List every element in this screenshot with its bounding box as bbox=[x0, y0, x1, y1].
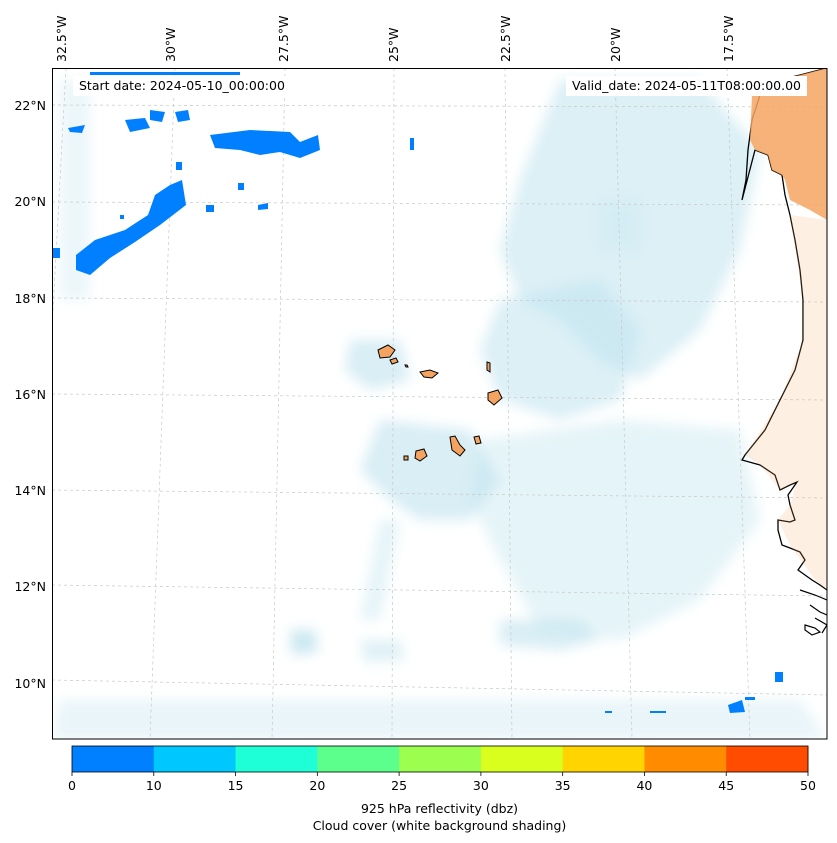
coast-land-faint bbox=[745, 215, 827, 590]
colorbar-cells bbox=[72, 746, 809, 772]
reflectivity-patches bbox=[52, 72, 783, 713]
cloud-cover-shading bbox=[52, 80, 827, 739]
colorbar-tick-label: 40 bbox=[636, 778, 652, 793]
colorbar-cell bbox=[235, 746, 318, 772]
colorbar-tick-label: 10 bbox=[146, 778, 162, 793]
lat-label-22n: 22°N bbox=[14, 98, 46, 113]
lon-label-25w: 25°W bbox=[386, 27, 401, 62]
start-date-label: Start date: 2024-05-10_00:00:00 bbox=[73, 76, 291, 96]
sao-vicente-island bbox=[389, 357, 399, 365]
maio-island bbox=[473, 435, 482, 445]
africa-coastline bbox=[741, 68, 827, 591]
colorbar-tick-label: 35 bbox=[555, 778, 571, 793]
colorbar-sublabel: Cloud cover (white background shading) bbox=[312, 818, 567, 833]
lat-label-12n: 12°N bbox=[14, 579, 46, 594]
lon-label-17-5w: 17.5°W bbox=[721, 16, 736, 62]
colorbar-cell bbox=[153, 746, 237, 772]
colorbar-cell bbox=[317, 746, 400, 772]
lat-label-10n: 10°N bbox=[14, 676, 46, 691]
santo-antao-island bbox=[377, 344, 396, 359]
lon-label-32-5w: 32.5°W bbox=[54, 16, 69, 62]
latitude-labels: 22°N 20°N 18°N 16°N 14°N 12°N 10°N bbox=[14, 98, 46, 691]
colorbar-cell bbox=[644, 746, 727, 772]
sahara-land-shading bbox=[750, 68, 827, 220]
colorbar-tick-label: 0 bbox=[68, 778, 76, 793]
colorbar-cell bbox=[72, 746, 155, 772]
cape-verde-islands bbox=[377, 344, 503, 462]
brava-island bbox=[403, 455, 409, 461]
colorbar-label: 925 hPa reflectivity (dbz) bbox=[360, 801, 519, 816]
sao-nicolau-island bbox=[419, 369, 439, 379]
sal-island bbox=[486, 361, 491, 373]
boa-vista-island bbox=[487, 389, 503, 406]
map-area bbox=[52, 68, 827, 739]
colorbar-tick-label: 30 bbox=[473, 778, 489, 793]
fogo-island bbox=[414, 448, 428, 462]
santa-luzia-island bbox=[404, 364, 409, 368]
coast-detail bbox=[799, 589, 827, 636]
longitude-labels: 32.5°W 30°W 27.5°W 25°W 22.5°W 20°W 17.5… bbox=[54, 16, 736, 62]
colorbar-cell bbox=[480, 746, 564, 772]
colorbar-tick-label: 15 bbox=[228, 778, 244, 793]
colorbar-frame bbox=[71, 745, 809, 773]
colorbar-tick-label: 45 bbox=[718, 778, 734, 793]
colorbar-ticks: 0 10 15 20 25 30 35 40 45 50 bbox=[68, 772, 816, 793]
colorbar-cell bbox=[726, 746, 809, 772]
lat-label-16n: 16°N bbox=[14, 387, 46, 402]
colorbar-cell bbox=[399, 746, 482, 772]
graticule bbox=[52, 68, 827, 739]
colorbar-cell bbox=[562, 746, 645, 772]
colorbar-tick-label: 20 bbox=[309, 778, 325, 793]
lon-label-22-5w: 22.5°W bbox=[498, 16, 513, 62]
valid-date-label: Valid_date: 2024-05-11T08:00:00.00 bbox=[565, 76, 807, 96]
santiago-island bbox=[449, 435, 466, 457]
map-frame bbox=[52, 68, 828, 740]
colorbar-tick-label: 25 bbox=[391, 778, 407, 793]
lat-label-14n: 14°N bbox=[14, 483, 46, 498]
lon-label-20w: 20°W bbox=[608, 27, 623, 62]
lat-label-18n: 18°N bbox=[14, 291, 46, 306]
colorbar: 0 10 15 20 25 30 35 40 45 50 bbox=[68, 745, 816, 793]
colorbar-tick-label: 50 bbox=[800, 778, 816, 793]
lon-label-27-5w: 27.5°W bbox=[276, 16, 291, 62]
lon-label-30w: 30°W bbox=[163, 27, 178, 62]
lat-label-20n: 20°N bbox=[14, 194, 46, 209]
